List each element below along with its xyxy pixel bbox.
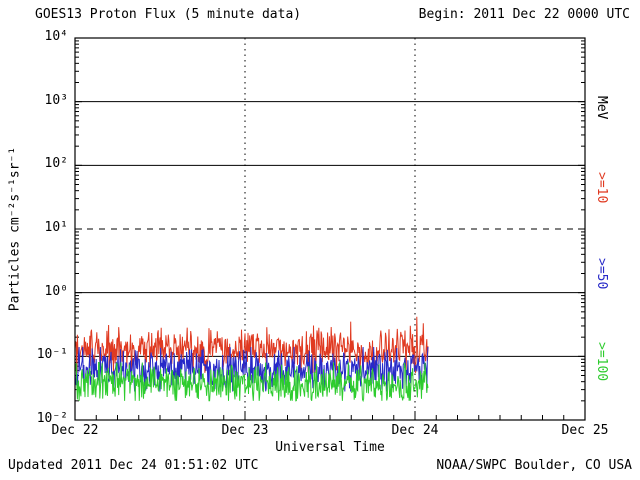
chart-title: GOES13 Proton Flux (5 minute data) [35,7,302,22]
plot-frame [74,37,586,421]
mev-unit-label: MeV [594,96,609,120]
legend-label-10mev: >=10 [594,172,609,204]
updated-timestamp: Updated 2011 Dec 24 01:51:02 UTC [8,458,259,473]
y-tick-label: 10³ [44,92,68,108]
begin-timestamp: Begin: 2011 Dec 22 0000 UTC [418,7,630,22]
series-100mev [74,361,429,403]
series-50mev [74,346,429,392]
x-tick-label: Dec 23 [221,423,269,438]
y-tick-label: 10⁰ [44,283,68,299]
legend-label-50mev: >=50 [594,258,609,290]
y-tick-label: 10² [44,156,68,172]
x-tick-label: Dec 25 [561,423,609,438]
y-tick-label: 10¹ [44,220,68,235]
y-axis-label: Particles cm⁻²s⁻¹sr⁻¹ [7,146,23,312]
y-tick-label: 10⁴ [44,29,68,44]
x-tick-label: Dec 24 [391,423,439,438]
series-10mev [74,316,429,373]
x-tick-label: Dec 22 [51,423,99,438]
y-tick-label: 10⁻¹ [36,347,68,363]
x-axis-label: Universal Time [275,440,385,455]
source-attribution: NOAA/SWPC Boulder, CO USA [436,458,632,473]
y-tick-label: 10⁻² [36,411,68,426]
legend-label-100mev: >=100 [594,342,609,382]
